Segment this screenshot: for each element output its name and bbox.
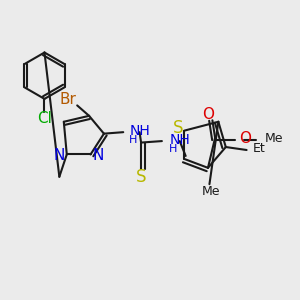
Text: S: S (136, 168, 146, 186)
Text: O: O (239, 130, 251, 146)
Text: Br: Br (60, 92, 77, 107)
Text: N: N (92, 148, 103, 164)
Text: Cl: Cl (37, 111, 52, 126)
Text: Me: Me (202, 184, 220, 197)
Text: Me: Me (264, 132, 283, 145)
Text: NH: NH (129, 124, 150, 138)
Text: O: O (202, 107, 214, 122)
Text: NH: NH (169, 133, 190, 147)
Text: H: H (129, 135, 138, 145)
Text: S: S (172, 119, 183, 137)
Text: H: H (169, 143, 178, 154)
Text: N: N (54, 148, 65, 164)
Text: Et: Et (253, 142, 265, 155)
